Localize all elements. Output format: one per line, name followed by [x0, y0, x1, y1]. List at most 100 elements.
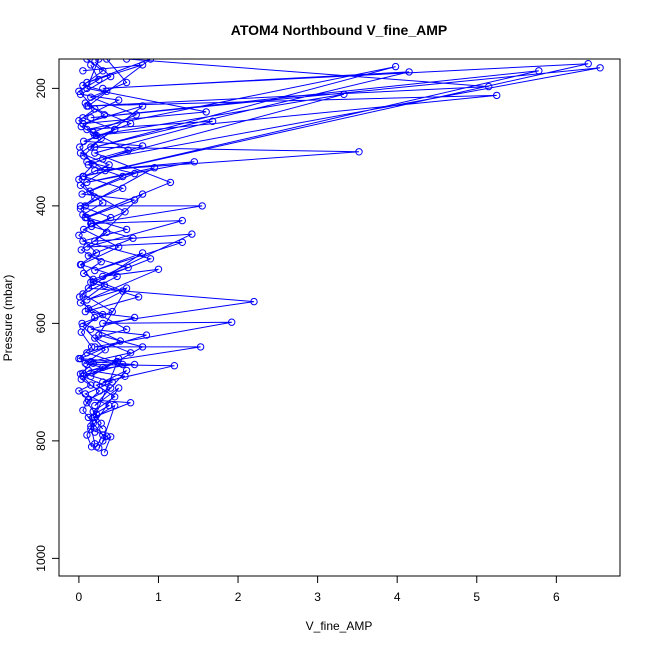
data-point [101, 166, 109, 175]
series-layer [75, 59, 604, 457]
data-point [97, 258, 105, 266]
data-point [99, 199, 107, 207]
data-point [405, 68, 413, 76]
data-point [95, 387, 104, 395]
data-point [596, 64, 604, 72]
data-point [111, 393, 119, 401]
data-point [95, 75, 103, 84]
data-point [87, 219, 96, 228]
data-point [130, 169, 139, 178]
y-tick-label: 400 [34, 196, 48, 216]
data-point [99, 363, 107, 372]
data-point [115, 96, 123, 104]
series-line [82, 59, 601, 453]
data-point [107, 433, 115, 441]
data-point [116, 337, 125, 345]
data-point [103, 228, 111, 237]
chart-title: ATOM4 Northbound V_fine_AMP [231, 22, 447, 38]
data-point [154, 265, 163, 273]
data-point [535, 67, 543, 75]
data-point [166, 178, 175, 187]
data-point [584, 60, 592, 68]
data-point [105, 161, 113, 169]
data-point [138, 142, 147, 150]
data-point [493, 91, 501, 100]
x-tick-label: 2 [235, 590, 242, 604]
series-line [77, 64, 100, 447]
data-point [81, 359, 90, 367]
data-point [99, 310, 107, 319]
data-point [105, 401, 113, 410]
data-point [89, 359, 97, 367]
data-point [91, 334, 99, 342]
data-point [86, 187, 94, 195]
plot-area [58, 58, 621, 577]
data-point [79, 67, 87, 75]
data-point [228, 318, 236, 326]
data-point [81, 99, 90, 107]
data-point [76, 260, 85, 269]
y-tick-label: 1000 [34, 545, 48, 572]
x-axis: 0 1 2 3 4 5 6 [76, 575, 560, 604]
y-tick-label: 200 [34, 78, 48, 98]
data-point [79, 237, 87, 245]
y-tick-label: 600 [34, 313, 48, 333]
data-point [391, 62, 400, 71]
data-point [126, 119, 135, 128]
data-point [178, 216, 187, 225]
data-point [91, 193, 99, 201]
data-point [108, 378, 117, 386]
x-axis-label: V_fine_AMP [306, 619, 373, 633]
data-point [119, 184, 127, 193]
x-tick-label: 6 [553, 590, 560, 604]
data-point [124, 263, 132, 272]
data-point [95, 59, 103, 63]
series-2 [79, 59, 604, 457]
data-point [75, 354, 83, 363]
x-tick-label: 1 [155, 590, 162, 604]
data-point [126, 349, 135, 357]
series-7 [75, 61, 103, 451]
data-point [188, 230, 196, 238]
data-point [134, 293, 143, 301]
data-point [83, 59, 91, 63]
data-point [202, 108, 210, 116]
data-point [340, 90, 348, 99]
data-point [107, 213, 115, 222]
data-point [78, 190, 86, 198]
data-point [75, 231, 83, 240]
data-point [250, 297, 258, 306]
data-point [170, 362, 179, 370]
data-point [99, 67, 107, 75]
y-axis-label: Pressure (mbar) [1, 275, 15, 362]
x-tick-label: 0 [76, 590, 83, 604]
data-point [121, 372, 129, 380]
series-1 [79, 59, 363, 452]
data-point [124, 146, 132, 154]
data-point [132, 111, 140, 119]
data-point [84, 396, 93, 404]
data-point [138, 190, 147, 198]
data-point [208, 117, 217, 126]
data-point [89, 161, 97, 169]
data-point [138, 249, 147, 257]
y-tick-label: 800 [34, 431, 48, 451]
data-point [107, 72, 115, 81]
data-point [101, 346, 109, 354]
data-point [75, 387, 83, 395]
data-point [146, 255, 155, 263]
data-point [77, 375, 86, 383]
data-point [87, 143, 95, 151]
y-axis: 200 400 600 800 1000 [34, 78, 60, 572]
data-point [198, 202, 206, 210]
data-point [91, 313, 99, 322]
data-point [142, 331, 151, 339]
data-point [130, 360, 139, 369]
data-point [121, 208, 129, 216]
data-point [138, 61, 147, 69]
data-point [122, 325, 131, 333]
data-point [76, 293, 84, 301]
data-point [99, 431, 107, 439]
data-point [113, 272, 121, 281]
